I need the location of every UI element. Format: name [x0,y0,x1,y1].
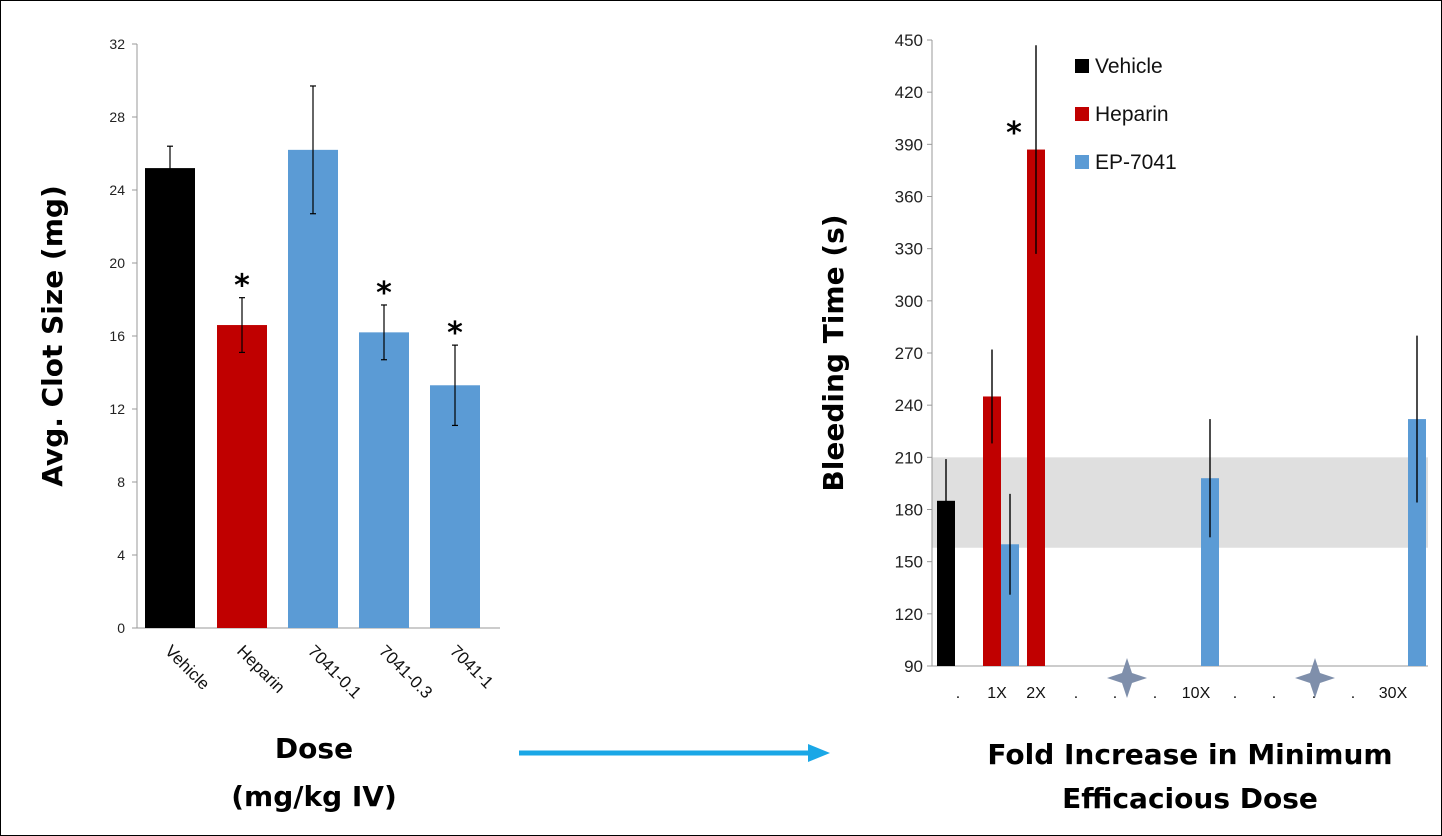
bleeding-time-x-label-line-2: Efficacious Dose [1062,782,1318,815]
reference-band [932,457,1428,548]
legend-swatch [1075,155,1089,169]
bleeding-time-x-tick-label: . [1153,685,1157,702]
bleeding-time-x-tick-label: . [1113,685,1117,702]
bleeding-time-y-tick-label: 180 [895,501,923,520]
bleeding-time-y-tick-label: 360 [895,188,923,207]
bleeding-time-chart: 90 120 150 180 210 240 270 300 330 360 390 420 450 *… [817,31,1428,815]
star-marker-icon [1295,658,1335,698]
clot-size-y-tick-label: 8 [117,474,125,490]
clot-size-y-axis: 0 4 8 12 16 20 24 28 32 [109,36,500,636]
legend-swatch [1075,107,1089,121]
bleeding-time-bar [1027,149,1045,667]
bleeding-time-x-tick-label: . [1074,685,1078,702]
clot-size-category-label: Vehicle [161,641,213,693]
star-markers [1107,658,1335,698]
star-marker-icon [1107,658,1147,698]
legend-label: EP-7041 [1095,151,1177,174]
bleeding-time-y-tick-label: 210 [895,448,923,467]
bleeding-time-y-tick-label: 150 [895,553,923,572]
clot-size-x-axis: Vehicle Heparin 7041-0.1 7041-0.3 7041-1 [161,641,497,702]
clot-size-bar [288,149,338,628]
bleeding-time-bar [1001,544,1019,666]
transition-arrow [519,744,830,762]
legend-label: Vehicle [1095,55,1163,78]
bleeding-time-y-tick-label: 120 [895,605,923,624]
legend: Vehicle Heparin EP-7041 [1075,55,1177,174]
clot-size-x-label-line-2: (mg/kg IV) [231,780,397,813]
significance-asterisk: * [1006,116,1022,151]
bleeding-time-y-tick-label: 390 [895,135,923,154]
clot-size-y-tick-label: 16 [109,328,125,344]
clot-size-bar [217,325,267,628]
clot-size-y-tick-label: 24 [109,182,125,198]
clot-size-category-label: 7041-1 [446,641,497,692]
clot-size-bars: * * * [145,85,480,628]
clot-size-category-label: 7041-0.3 [375,641,436,702]
bleeding-time-y-tick-label: 450 [895,31,923,50]
legend-label: Heparin [1095,103,1169,126]
clot-size-chart: 0 4 8 12 16 20 24 28 32 * * * Vehicle Heparin 7041-0… [36,36,500,813]
bleeding-time-bar [983,396,1001,666]
clot-size-y-label: Avg. Clot Size (mg) [36,185,69,486]
bleeding-time-x-tick-label: 1X [987,685,1007,702]
bleeding-time-x-tick-label: . [1272,685,1276,702]
clot-size-y-tick-label: 32 [109,36,125,52]
bleeding-time-bar [1408,419,1426,666]
bleeding-time-x-tick-label: 2X [1026,685,1046,702]
significance-asterisk: * [447,316,463,351]
clot-size-x-label-line-1: Dose [275,732,353,765]
clot-size-bar [145,168,195,628]
clot-size-y-tick-label: 28 [109,109,125,125]
bleeding-time-y-tick-label: 300 [895,292,923,311]
clot-size-category-label: 7041-0.1 [304,641,365,702]
legend-swatch [1075,59,1089,73]
bleeding-time-y-tick-label: 90 [904,657,923,676]
clot-size-y-tick-label: 12 [109,401,125,417]
clot-size-y-tick-label: 4 [117,547,125,563]
bleeding-time-y-tick-label: 420 [895,83,923,102]
clot-size-y-tick-label: 20 [109,255,125,271]
significance-asterisk: * [234,269,250,304]
bleeding-time-x-tick-label: . [1233,685,1237,702]
bleeding-time-x-tick-label: . [1351,685,1355,702]
bleeding-time-y-tick-label: 330 [895,240,923,259]
bleeding-time-y-tick-label: 240 [895,396,923,415]
bleeding-time-y-label: Bleeding Time (s) [817,214,850,491]
bleeding-time-x-tick-label: 30X [1379,685,1408,702]
clot-size-y-tick-label: 0 [117,620,125,636]
bleeding-time-bars: * [937,45,1426,667]
bleeding-time-bar [937,500,955,666]
significance-asterisk: * [376,276,392,311]
bleeding-time-x-tick-label: 10X [1182,685,1211,702]
bleeding-time-y-tick-label: 270 [895,344,923,363]
bleeding-time-y-axis: 90 120 150 180 210 240 270 300 330 360 390 420 450 [895,31,1428,676]
bleeding-time-x-tick-label: . [956,685,960,702]
bleeding-time-x-label-line-1: Fold Increase in Minimum [987,738,1392,771]
bleeding-time-bar [1201,478,1219,666]
clot-size-bar [359,332,409,628]
clot-size-category-label: Heparin [233,641,289,697]
